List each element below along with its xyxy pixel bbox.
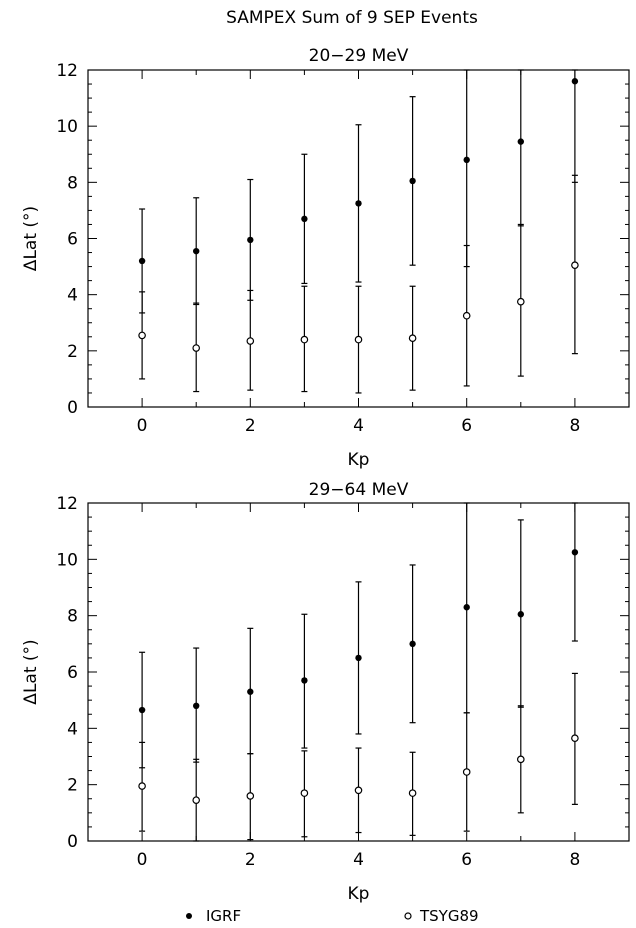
data-point-igrf <box>301 215 308 223</box>
legend: IGRF TSYG89 <box>186 907 479 925</box>
x-axis-label: Kp <box>348 450 370 470</box>
data-point-tsyg89 <box>408 334 417 342</box>
data-point-tsyg89 <box>354 335 363 344</box>
x-tick-label: 0 <box>137 416 148 436</box>
figure-title: SAMPEX Sum of 9 SEP Events <box>226 8 478 28</box>
data-point-tsyg89 <box>516 755 525 764</box>
x-tick-label: 2 <box>245 850 256 870</box>
y-tick-label: 8 <box>67 173 78 193</box>
series-tsyg89 <box>138 174 579 394</box>
y-tick-label: 6 <box>67 663 78 683</box>
x-tick-label: 8 <box>569 416 580 436</box>
y-tick-label: 8 <box>67 607 78 627</box>
series-igrf <box>138 502 579 769</box>
data-point-tsyg89 <box>462 768 471 776</box>
y-tick-label: 4 <box>67 719 78 739</box>
y-tick-label: 2 <box>67 342 78 362</box>
data-point-igrf <box>301 677 308 684</box>
data-point-tsyg89 <box>246 792 255 800</box>
data-point-tsyg89 <box>300 789 309 797</box>
y-tick-label: 10 <box>56 550 78 570</box>
y-tick-label: 4 <box>67 286 78 306</box>
data-point-igrf <box>138 257 146 265</box>
y-tick-label: 6 <box>67 230 78 250</box>
panel-title: 29−64 MeV <box>309 480 409 500</box>
data-point-igrf <box>517 138 524 145</box>
x-tick-label: 4 <box>353 850 364 870</box>
data-point-tsyg89 <box>354 786 363 795</box>
panel-title: 20−29 MeV <box>309 46 409 66</box>
chart-panel-top: 20−29 MeV 0 2 4 6 8 0 2 4 6 8 10 12 Kp ΔLat (°) <box>21 46 630 470</box>
data-point-tsyg89 <box>192 796 201 804</box>
x-axis-label: Kp <box>348 884 370 904</box>
data-point-tsyg89 <box>571 261 579 269</box>
legend-igrf-label: IGRF <box>206 907 241 925</box>
data-point-tsyg89 <box>246 337 255 345</box>
data-point-igrf <box>355 654 362 662</box>
y-tick-label: 0 <box>67 398 78 418</box>
data-point-igrf <box>517 611 524 618</box>
x-tick-label: 4 <box>353 416 364 436</box>
data-point-igrf <box>571 549 579 556</box>
data-point-igrf <box>193 247 200 255</box>
data-point-igrf <box>138 706 146 714</box>
data-point-tsyg89 <box>462 311 471 320</box>
data-point-tsyg89 <box>516 297 525 306</box>
y-tick-label: 10 <box>56 117 78 137</box>
data-point-tsyg89 <box>192 344 201 352</box>
data-point-tsyg89 <box>138 782 146 790</box>
data-point-tsyg89 <box>408 789 417 797</box>
data-point-igrf <box>247 236 254 244</box>
data-point-igrf <box>193 702 200 709</box>
data-point-igrf <box>409 177 416 185</box>
x-tick-label: 2 <box>245 416 256 436</box>
y-tick-label: 12 <box>56 61 78 81</box>
data-point-tsyg89 <box>300 335 309 344</box>
x-tick-label: 6 <box>461 850 472 870</box>
y-tick-label: 2 <box>67 776 78 796</box>
data-point-igrf <box>571 78 579 85</box>
data-point-tsyg89 <box>571 734 579 742</box>
data-point-igrf <box>463 604 470 611</box>
x-tick-label: 8 <box>569 850 580 870</box>
data-point-igrf <box>463 156 470 164</box>
y-tick-label: 0 <box>67 832 78 852</box>
x-tick-label: 6 <box>461 416 472 436</box>
y-axis-label: ΔLat (°) <box>21 639 41 704</box>
legend-igrf-marker <box>186 913 192 919</box>
data-point-igrf <box>409 640 416 648</box>
series-tsyg89 <box>138 672 579 842</box>
data-point-igrf <box>247 688 254 695</box>
data-point-tsyg89 <box>138 331 146 340</box>
series-igrf <box>138 69 579 314</box>
y-tick-label: 12 <box>56 494 78 514</box>
legend-tsyg-marker <box>404 912 412 920</box>
chart-panel-bottom: 29−64 MeV 0 2 4 6 8 0 2 4 6 8 10 12 Kp ΔLat (°) <box>21 480 630 904</box>
data-point-igrf <box>355 200 362 207</box>
legend-tsyg-label: TSYG89 <box>419 907 479 925</box>
y-axis-label: ΔLat (°) <box>21 206 41 271</box>
x-tick-label: 0 <box>137 850 148 870</box>
